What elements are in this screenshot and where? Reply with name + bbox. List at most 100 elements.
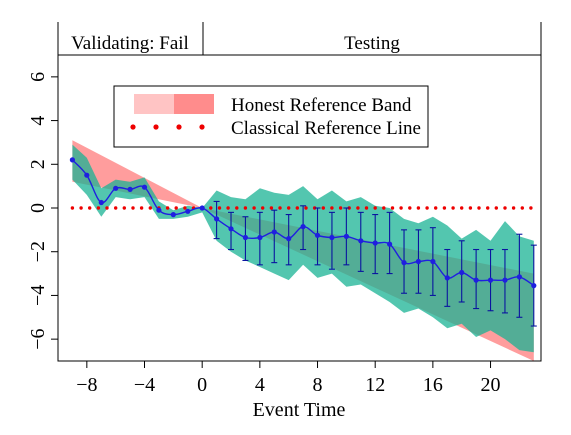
estimate-point [127,186,133,192]
classical-reference-dot [460,206,464,210]
y-tick-label: −2 [27,241,49,262]
estimate-point [242,234,248,241]
classical-reference-dot [88,206,92,210]
estimate-point [487,277,494,283]
estimate-point [214,216,220,222]
x-axis-title: Event Time [253,399,346,421]
classical-reference-dot [139,206,144,210]
classical-reference-dot [390,206,395,210]
classical-reference-dot [243,206,248,210]
classical-reference-dot [486,206,490,210]
classical-reference-dot [451,206,455,210]
x-tick-label: 12 [365,374,385,396]
classical-reference-dot [330,206,334,210]
estimate-point [415,258,421,265]
estimate-point [84,172,90,178]
estimate-point [358,238,364,244]
estimate-point [430,258,436,265]
estimate-point [286,236,292,242]
classical-reference-dot [503,206,507,210]
classical-reference-dot [114,206,118,210]
classical-reference-dot [70,206,75,210]
estimate-point [372,240,378,246]
estimate-point [329,234,335,241]
classical-reference-dot [122,206,127,210]
classical-reference-dot [494,206,498,210]
x-axis: −8 −4 0 4 8 12 16 20 [76,361,501,396]
x-tick-label: 4 [255,374,265,396]
estimate-point [300,224,306,230]
estimate-point [113,185,119,191]
estimate-point [343,233,349,239]
testing-label: Testing [344,33,400,54]
legend-honest-band-light-swatch [134,94,174,114]
legend-dot [130,124,136,130]
estimate-point [98,199,104,206]
x-tick-label: 16 [423,374,443,396]
estimate-point [387,241,393,247]
y-tick-label: 4 [27,116,49,126]
legend-dot [176,124,182,130]
estimate-point [141,184,148,190]
classical-reference-dot [364,206,369,210]
y-tick-label: −6 [27,328,49,349]
classical-reference-dot [356,206,360,210]
estimate-point [185,208,191,214]
legend-honest-band-dark-swatch [174,94,214,114]
classical-reference-dot [321,206,325,210]
estimate-point [473,277,479,283]
classical-reference-dot [209,206,213,210]
estimate-point [228,226,234,232]
estimate-point [170,212,176,218]
classical-reference-dot [520,206,524,210]
estimate-point [69,157,75,163]
classical-reference-dot [235,206,239,210]
y-tick-label: 6 [27,72,49,82]
classical-reference-dot [261,206,265,210]
classical-reference-dot [278,206,282,210]
classical-reference-dot [96,206,101,210]
y-tick-label: −4 [27,285,49,306]
estimate-point [156,207,162,213]
classical-reference-dot [148,206,152,210]
classical-reference-dot [477,206,481,210]
x-tick-label: −4 [134,374,155,396]
classical-reference-dot [338,206,343,210]
classical-reference-dot [511,206,516,210]
estimate-point [257,234,263,241]
estimate-point [271,229,277,235]
estimate-point [199,205,205,211]
classical-reference-dot [382,206,386,210]
x-tick-label: 0 [197,374,207,396]
estimate-point [314,232,321,238]
classical-reference-dot [287,206,291,210]
classical-reference-dot [425,206,429,210]
validating-label: Validating: Fail [71,33,189,54]
classical-reference-dot [131,206,135,210]
classical-reference-dot [79,206,83,210]
estimate-point [459,269,465,276]
classical-reference-dot [105,206,109,210]
data-layer [69,140,537,361]
estimate-point [502,277,508,283]
classical-reference-dot [295,206,299,210]
y-axis: 6 4 2 0 −2 −4 −6 [27,72,58,350]
classical-reference-dot [442,206,447,210]
x-tick-label: 20 [481,374,501,396]
classical-reference-dot [529,206,533,210]
classical-reference-dot [416,206,421,210]
legend-classical-line-label: Classical Reference Line [231,118,421,139]
classical-reference-dot [226,206,230,210]
classical-reference-dot [304,206,308,210]
y-tick-label: 2 [27,159,49,169]
legend-dot [199,124,205,130]
classical-reference-dot [174,206,178,210]
legend-classical-line-swatch [130,124,205,130]
x-tick-label: −8 [76,374,97,396]
classical-reference-dot [468,206,473,210]
classical-reference-dot [183,206,187,210]
x-tick-label: 8 [313,374,323,396]
classical-reference-dot [165,206,170,210]
estimate-point [444,275,450,281]
